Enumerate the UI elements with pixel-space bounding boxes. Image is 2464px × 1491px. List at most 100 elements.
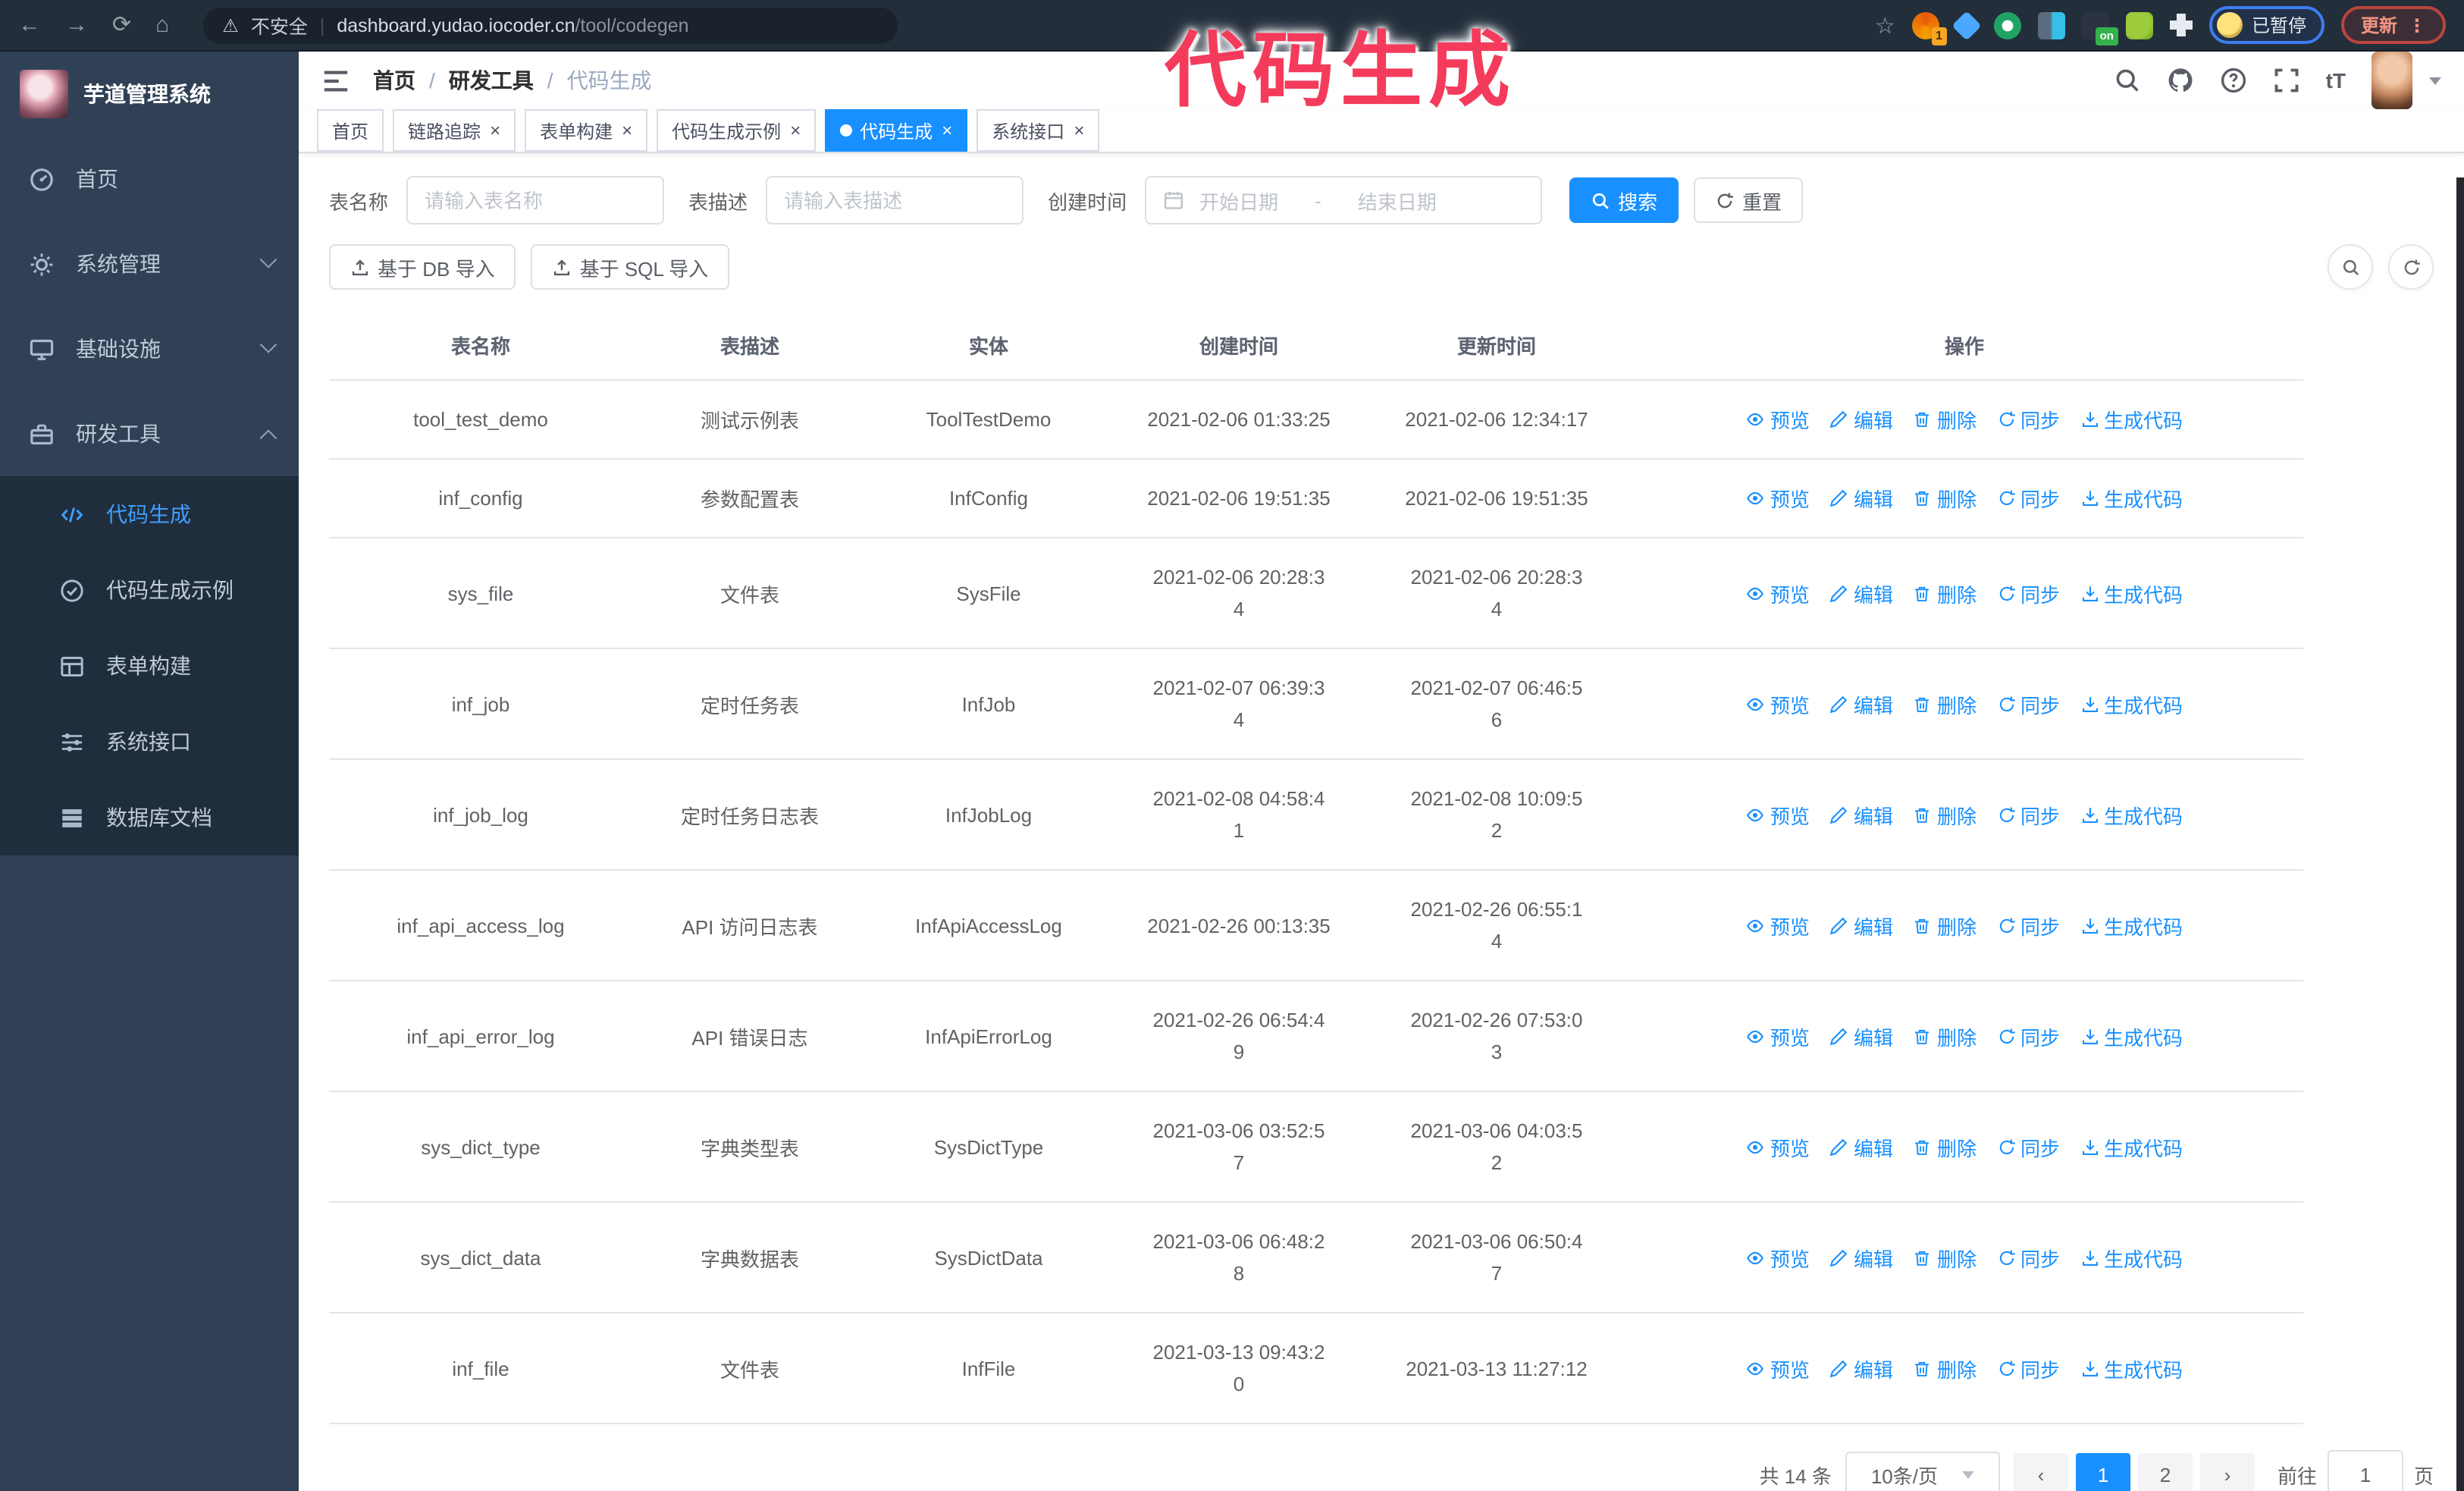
row-action-preview[interactable]: 预览 xyxy=(1746,689,1810,718)
user-avatar[interactable] xyxy=(2372,52,2412,109)
row-action-delete[interactable]: 删除 xyxy=(1913,1243,1977,1272)
app-logo-row[interactable]: 芋道管理系统 xyxy=(0,52,299,137)
sidebar-item-codegen[interactable]: 代码生成 xyxy=(0,476,299,552)
page-button-1[interactable]: 1 xyxy=(2075,1453,2130,1491)
breadcrumb-devtools[interactable]: 研发工具 xyxy=(448,68,534,93)
row-action-edit[interactable]: 编辑 xyxy=(1829,484,1893,513)
refresh-table-button[interactable] xyxy=(2388,244,2434,290)
extension-icon-toggle[interactable] xyxy=(2037,11,2065,39)
tab-1[interactable]: 首页 xyxy=(317,109,384,152)
sidebar-item-db-doc[interactable]: 数据库文档 xyxy=(0,780,299,855)
breadcrumb-home[interactable]: 首页 xyxy=(373,68,415,93)
row-action-preview[interactable]: 预览 xyxy=(1746,800,1810,829)
table-name-input[interactable] xyxy=(406,176,665,224)
window-scrollbar[interactable] xyxy=(2456,177,2464,1491)
sidebar-item-form-builder[interactable]: 表单构建 xyxy=(0,628,299,704)
row-action-sync[interactable]: 同步 xyxy=(1996,1022,2060,1050)
browser-home-icon[interactable]: ⌂ xyxy=(155,12,170,38)
tab-2[interactable]: 链路追踪 × xyxy=(393,109,516,152)
row-action-delete[interactable]: 删除 xyxy=(1913,800,1977,829)
font-size-icon[interactable]: tT xyxy=(2325,68,2346,93)
row-action-delete[interactable]: 删除 xyxy=(1913,579,1977,607)
help-icon[interactable] xyxy=(2220,67,2247,94)
row-action-preview[interactable]: 预览 xyxy=(1746,1132,1810,1161)
close-tab-icon[interactable]: × xyxy=(1074,120,1085,141)
row-action-delete[interactable]: 删除 xyxy=(1913,911,1977,940)
row-action-edit[interactable]: 编辑 xyxy=(1829,1132,1893,1161)
browser-forward-icon[interactable]: → xyxy=(65,12,88,38)
sidebar-item-codegen-example[interactable]: 代码生成示例 xyxy=(0,552,299,628)
row-action-sync[interactable]: 同步 xyxy=(1996,579,2060,607)
row-action-generate-code[interactable]: 生成代码 xyxy=(2080,484,2183,513)
row-action-generate-code[interactable]: 生成代码 xyxy=(2080,689,2183,718)
browser-update-button[interactable]: 更新 ⋮ xyxy=(2340,6,2446,44)
sidebar-item-devtools[interactable]: 研发工具 xyxy=(0,391,299,476)
avatar-caret-down-icon[interactable] xyxy=(2429,77,2441,84)
row-action-generate-code[interactable]: 生成代码 xyxy=(2080,1354,2183,1383)
address-bar[interactable]: ⚠ 不安全 | dashboard.yudao.iocoder.cn/tool/… xyxy=(202,7,898,43)
tab-3[interactable]: 表单构建 × xyxy=(525,109,648,152)
row-action-sync[interactable]: 同步 xyxy=(1996,484,2060,513)
row-action-edit[interactable]: 编辑 xyxy=(1829,911,1893,940)
date-range-picker[interactable]: 开始日期 - 结束日期 xyxy=(1145,176,1543,224)
search-button[interactable]: 搜索 xyxy=(1569,177,1679,223)
row-action-preview[interactable]: 预览 xyxy=(1746,579,1810,607)
row-action-preview[interactable]: 预览 xyxy=(1746,405,1810,434)
row-action-delete[interactable]: 删除 xyxy=(1913,405,1977,434)
hamburger-icon[interactable] xyxy=(321,66,350,95)
goto-page-input[interactable] xyxy=(2327,1450,2403,1491)
row-action-delete[interactable]: 删除 xyxy=(1913,484,1977,513)
table-desc-input[interactable] xyxy=(766,176,1024,224)
row-action-preview[interactable]: 预览 xyxy=(1746,911,1810,940)
browser-menu-icon[interactable]: ⋮ xyxy=(2408,14,2426,36)
row-action-edit[interactable]: 编辑 xyxy=(1829,1022,1893,1050)
sidebar-item-home[interactable]: 首页 xyxy=(0,137,299,221)
page-button-2[interactable]: 2 xyxy=(2137,1453,2193,1491)
tab-5[interactable]: 代码生成 × xyxy=(825,109,968,152)
row-action-edit[interactable]: 编辑 xyxy=(1829,405,1893,434)
extension-icon-animal[interactable] xyxy=(2125,11,2153,39)
row-action-generate-code[interactable]: 生成代码 xyxy=(2080,1132,2183,1161)
extension-icon-dark[interactable]: on xyxy=(2081,11,2118,45)
page-size-select[interactable]: 10条/页 xyxy=(1845,1452,2000,1491)
close-tab-icon[interactable]: × xyxy=(622,120,633,141)
github-icon[interactable] xyxy=(2167,67,2194,94)
extensions-puzzle-icon[interactable] xyxy=(2169,14,2193,36)
row-action-delete[interactable]: 删除 xyxy=(1913,1354,1977,1383)
close-tab-icon[interactable]: × xyxy=(790,120,801,141)
close-tab-icon[interactable]: × xyxy=(490,120,501,141)
search-icon[interactable] xyxy=(2114,67,2141,94)
browser-back-icon[interactable]: ← xyxy=(18,12,41,38)
extension-icon-gem[interactable] xyxy=(1951,10,1982,40)
fullscreen-icon[interactable] xyxy=(2273,67,2300,94)
row-action-edit[interactable]: 编辑 xyxy=(1829,689,1893,718)
row-action-edit[interactable]: 编辑 xyxy=(1829,1354,1893,1383)
row-action-sync[interactable]: 同步 xyxy=(1996,1354,2060,1383)
row-action-generate-code[interactable]: 生成代码 xyxy=(2080,911,2183,940)
prev-page-button[interactable]: ‹ xyxy=(2013,1453,2068,1491)
extension-icon-orange[interactable]: 1 xyxy=(1911,11,1947,45)
sidebar-item-system-api[interactable]: 系统接口 xyxy=(0,704,299,780)
profile-paused-pill[interactable]: 已暂停 xyxy=(2209,6,2324,44)
browser-reload-icon[interactable]: ⟳ xyxy=(112,12,132,38)
row-action-edit[interactable]: 编辑 xyxy=(1829,1243,1893,1272)
sidebar-item-system[interactable]: 系统管理 xyxy=(0,221,299,306)
row-action-preview[interactable]: 预览 xyxy=(1746,1243,1810,1272)
row-action-generate-code[interactable]: 生成代码 xyxy=(2080,579,2183,607)
row-action-sync[interactable]: 同步 xyxy=(1996,911,2060,940)
row-action-sync[interactable]: 同步 xyxy=(1996,405,2060,434)
row-action-sync[interactable]: 同步 xyxy=(1996,800,2060,829)
row-action-edit[interactable]: 编辑 xyxy=(1829,800,1893,829)
reset-button[interactable]: 重置 xyxy=(1694,177,1804,223)
row-action-preview[interactable]: 预览 xyxy=(1746,1354,1810,1383)
bookmark-star-icon[interactable]: ☆ xyxy=(1875,13,1895,39)
tab-6[interactable]: 系统接口 × xyxy=(977,109,1100,152)
row-action-preview[interactable]: 预览 xyxy=(1746,484,1810,513)
import-sql-button[interactable]: 基于 SQL 导入 xyxy=(531,244,730,290)
row-action-generate-code[interactable]: 生成代码 xyxy=(2080,800,2183,829)
extension-icon-green-circle[interactable] xyxy=(1993,11,2021,39)
row-action-generate-code[interactable]: 生成代码 xyxy=(2080,405,2183,434)
toggle-search-button[interactable] xyxy=(2328,244,2373,290)
row-action-delete[interactable]: 删除 xyxy=(1913,1132,1977,1161)
row-action-edit[interactable]: 编辑 xyxy=(1829,579,1893,607)
